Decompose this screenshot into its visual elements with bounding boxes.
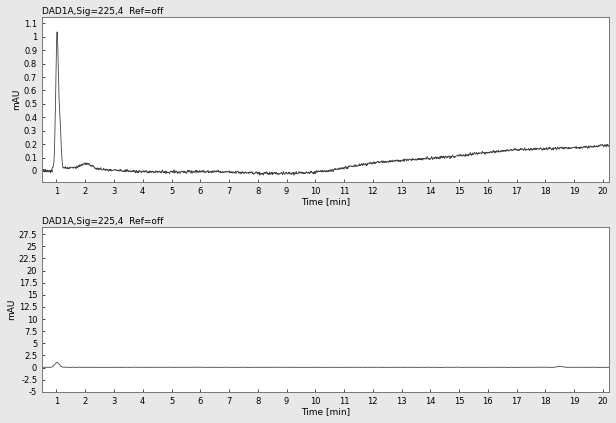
Y-axis label: mAU: mAU: [7, 299, 16, 320]
Text: DAD1A,Sig=225,4  Ref=off: DAD1A,Sig=225,4 Ref=off: [42, 217, 163, 226]
X-axis label: Time [min]: Time [min]: [301, 197, 350, 206]
X-axis label: Time [min]: Time [min]: [301, 407, 350, 416]
Text: DAD1A,Sig=225,4  Ref=off: DAD1A,Sig=225,4 Ref=off: [42, 7, 163, 16]
Y-axis label: mAU: mAU: [12, 88, 21, 110]
